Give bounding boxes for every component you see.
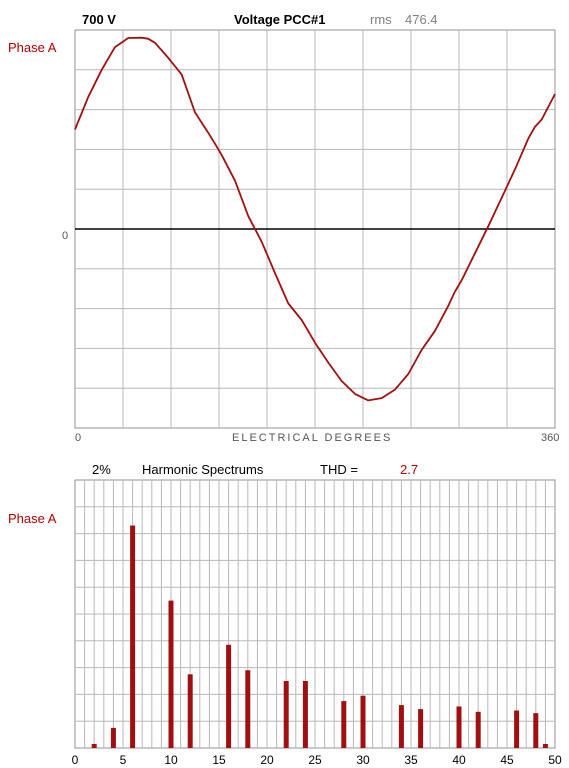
harmonic-bar (91, 743, 97, 748)
waveform-scale-label: 700 V (82, 12, 116, 27)
waveform-phase-label: Phase A (8, 40, 57, 55)
spectrum-x-tick-label: 25 (308, 753, 322, 767)
harmonic-bar (226, 644, 232, 748)
harmonic-bar (302, 681, 308, 748)
harmonic-bar (542, 743, 548, 748)
harmonic-bar (533, 713, 539, 748)
harmonic-bar (283, 681, 289, 748)
harmonic-bar (341, 701, 347, 748)
rms-label: rms (370, 12, 392, 27)
harmonic-bar (456, 706, 462, 748)
x-axis-label: ELECTRICAL DEGREES (232, 432, 393, 444)
spectrum-x-tick-label: 0 (72, 753, 79, 767)
spectrum-x-tick-label: 40 (452, 753, 466, 767)
x-start-label: 0 (75, 432, 82, 444)
spectrum-x-tick-label: 20 (260, 753, 274, 767)
spectrum-x-tick-label: 5 (120, 753, 127, 767)
waveform-trace (74, 36, 556, 402)
waveform-title: Voltage PCC#1 (234, 12, 326, 27)
spectrum-phase-label: Phase A (8, 511, 57, 526)
harmonic-bar (418, 709, 424, 748)
spectrum-x-tick-label: 10 (164, 753, 178, 767)
spectrum-x-tick-label: 30 (356, 753, 370, 767)
harmonic-bar (187, 674, 193, 748)
harmonic-bar (360, 695, 366, 748)
spectrum-x-tick-label: 50 (548, 753, 562, 767)
spectrum-x-tick-label: 15 (212, 753, 226, 767)
harmonic-bar (110, 727, 116, 748)
rms-value: 476.4 (405, 12, 438, 27)
harmonic-bar (398, 705, 404, 748)
harmonic-bar (130, 525, 136, 748)
harmonic-bar (475, 711, 481, 748)
spectrum-title: Harmonic Spectrums (142, 462, 264, 477)
spectrum-x-tick-label: 45 (500, 753, 514, 767)
harmonic-bar (245, 670, 251, 748)
thd-label: THD = (320, 462, 358, 477)
zero-label: 0 (62, 230, 69, 242)
x-end-label: 360 (541, 432, 560, 444)
harmonic-bar (514, 710, 520, 748)
harmonic-bar (168, 600, 174, 748)
spectrum-scale-label: 2% (92, 462, 111, 477)
thd-value: 2.7 (400, 462, 419, 477)
spectrum-x-tick-label: 35 (404, 753, 418, 767)
